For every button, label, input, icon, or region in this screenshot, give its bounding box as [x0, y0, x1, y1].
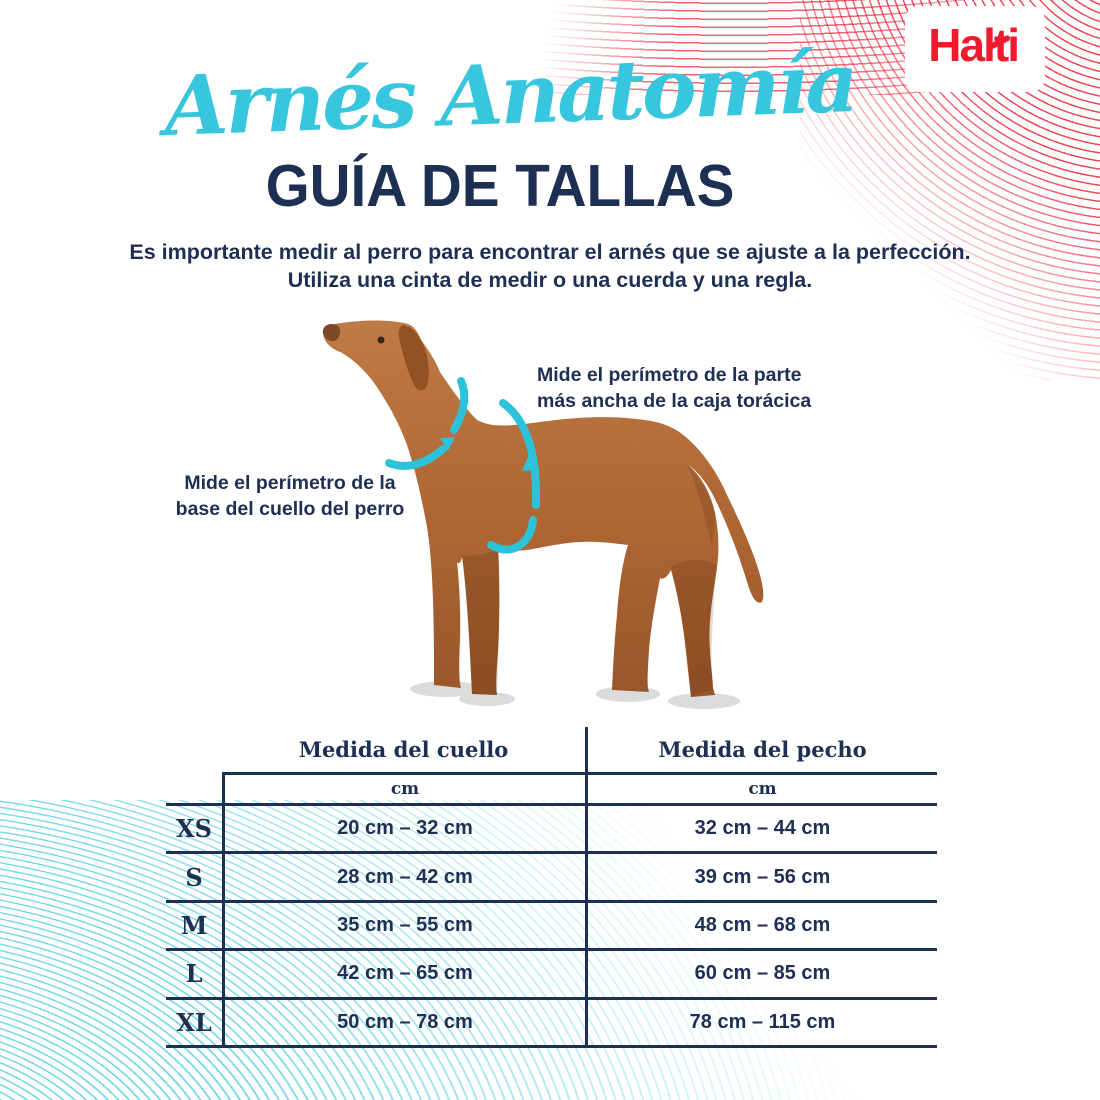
dog-ear [398, 325, 429, 391]
chest-range-xs: 32 cm – 44 cm [585, 806, 937, 855]
logo-text-start: Hal [928, 19, 996, 71]
unit-corner-cell [166, 772, 222, 806]
neck-range-xs: 20 cm – 32 cm [222, 806, 585, 855]
neck-column-header: Medida del cuello [298, 737, 509, 762]
chest-column-header: Medida del pecho [585, 727, 937, 772]
arrowheads [440, 437, 539, 471]
intro-line-1: Es importante medir al perro para encont… [129, 240, 971, 264]
neck-unit-cell: cm [222, 772, 585, 806]
neck-range-s: 28 cm – 42 cm [222, 854, 585, 903]
dog-nose [322, 324, 341, 342]
neck-note-line-1: Mide el perímetro de la [184, 472, 396, 494]
chest-arrowhead [522, 452, 539, 471]
chest-measure-note: Mide el perímetro de la parte más ancha … [537, 363, 837, 414]
size-label-l: L [166, 951, 222, 1000]
chest-unit-cell: cm [585, 772, 937, 806]
intro-line-2: Utiliza una cinta de medir o una cuerda … [287, 268, 813, 292]
corner-cell [166, 727, 222, 772]
intro-text: Es importante medir al perro para encont… [50, 238, 1050, 294]
size-label-s: S [166, 854, 222, 903]
dog-shading [462, 464, 716, 697]
logo-crossed-t: t [993, 19, 1009, 71]
chest-range-xl: 78 cm – 115 cm [585, 999, 937, 1048]
logo-text-end: i [1007, 19, 1020, 71]
logo-background [905, 6, 1045, 92]
chest-note-line-1: Mide el perímetro de la parte [537, 364, 802, 386]
size-label-m: M [166, 903, 222, 952]
neck-range-l: 42 cm – 65 cm [222, 951, 585, 1000]
measure-arrows [385, 377, 541, 554]
neck-note-line-2: base del cuello del perro [175, 497, 405, 520]
halti-logo: Halti [928, 18, 1020, 72]
size-label-xl: XL [166, 1000, 222, 1048]
chest-range-l: 60 cm – 85 cm [585, 951, 937, 1000]
chest-arrow-bottom [487, 516, 537, 554]
dog-eye [377, 336, 385, 344]
size-label-xs: XS [166, 806, 222, 855]
dog-body [323, 320, 764, 697]
size-table: Medida del cuello Medida del pecho cm cm… [166, 727, 937, 1048]
neck-arrow-lower [385, 445, 447, 470]
page-title: GUÍA DE TALLAS [265, 153, 735, 219]
neck-arrow-upper [450, 377, 469, 434]
chest-note-line-2: más ancha de la caja torácica [537, 389, 812, 412]
chest-range-m: 48 cm – 68 cm [585, 902, 937, 952]
chest-arrow-right [499, 399, 541, 509]
paw-shadows [410, 681, 740, 709]
neck-range-xl: 50 cm – 78 cm [222, 999, 585, 1048]
neck-arrowhead [440, 437, 455, 451]
neck-range-m: 35 cm – 55 cm [222, 902, 585, 952]
neck-measure-note: Mide el perímetro de la base del cuello … [140, 471, 440, 522]
chest-range-s: 39 cm – 56 cm [585, 854, 937, 903]
